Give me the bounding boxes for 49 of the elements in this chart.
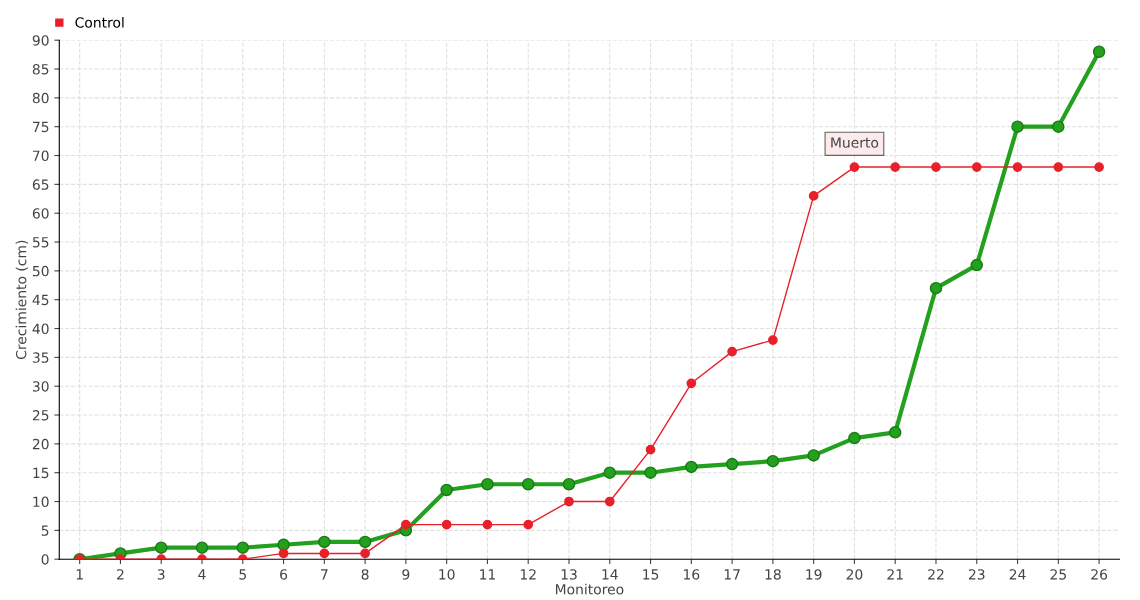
- x-tick-label: 2: [117, 569, 124, 580]
- x-tick-label: 6: [280, 569, 288, 580]
- y-tick-label: 45: [32, 294, 49, 306]
- x-tick-label: 26: [1091, 569, 1108, 580]
- x-tick-label: 3: [157, 569, 165, 580]
- y-tick-label: 40: [32, 323, 49, 335]
- x-tick-label: 14: [602, 569, 618, 580]
- x-tick-label: 9: [402, 569, 410, 580]
- x-tick-label: 13: [561, 569, 577, 580]
- x-tick-label: 1: [76, 569, 83, 580]
- y-tick-label: 0: [41, 554, 49, 565]
- x-tick-label: 8: [361, 569, 369, 580]
- y-tick-label: 10: [33, 496, 49, 508]
- x-tick-label: 20: [846, 569, 863, 580]
- x-tick-label: 24: [1009, 569, 1026, 580]
- x-tick-label: 15: [643, 569, 659, 580]
- y-tick-label: 30: [32, 381, 49, 392]
- annotation: Muerto: [831, 137, 879, 148]
- x-tick-label: 23: [968, 569, 985, 580]
- y-tick-label: 35: [32, 352, 49, 363]
- x-tick-label: 12: [520, 569, 536, 580]
- x-tick-label: 25: [1050, 569, 1066, 580]
- x-tick-label: 18: [765, 569, 781, 580]
- y-tick-label: 80: [32, 92, 49, 104]
- x-tick-label: 17: [724, 569, 740, 580]
- x-tick-label: 22: [928, 569, 944, 580]
- x-tick-label: 10: [439, 569, 455, 580]
- x-axis-title: Monitoreo: [555, 583, 624, 595]
- y-axis-title: Crecimiento (cm): [15, 240, 29, 360]
- y-tick-label: 70: [33, 150, 49, 162]
- y-tick-label: 55: [32, 237, 49, 248]
- x-tick-label: 11: [480, 569, 495, 580]
- y-tick-label: 20: [32, 438, 49, 450]
- y-tick-label: 85: [32, 64, 49, 75]
- y-tick-label: 50: [32, 265, 49, 277]
- x-tick-label: 16: [684, 569, 700, 580]
- y-tick-label: 65: [32, 179, 49, 190]
- y-tick-label: 75: [33, 121, 49, 133]
- y-tick-label: 5: [41, 525, 49, 536]
- y-tick-label: 25: [32, 410, 49, 421]
- x-tick-label: 19: [806, 569, 822, 580]
- y-tick-label: 90: [32, 35, 49, 46]
- legend-label: Control: [75, 17, 124, 28]
- y-tick-label: 15: [33, 467, 49, 479]
- x-tick-label: 5: [239, 569, 246, 580]
- y-tick-label: 60: [32, 208, 49, 219]
- x-tick-label: 21: [887, 569, 903, 580]
- x-tick-label: 7: [321, 569, 328, 580]
- x-tick-label: 4: [198, 569, 206, 580]
